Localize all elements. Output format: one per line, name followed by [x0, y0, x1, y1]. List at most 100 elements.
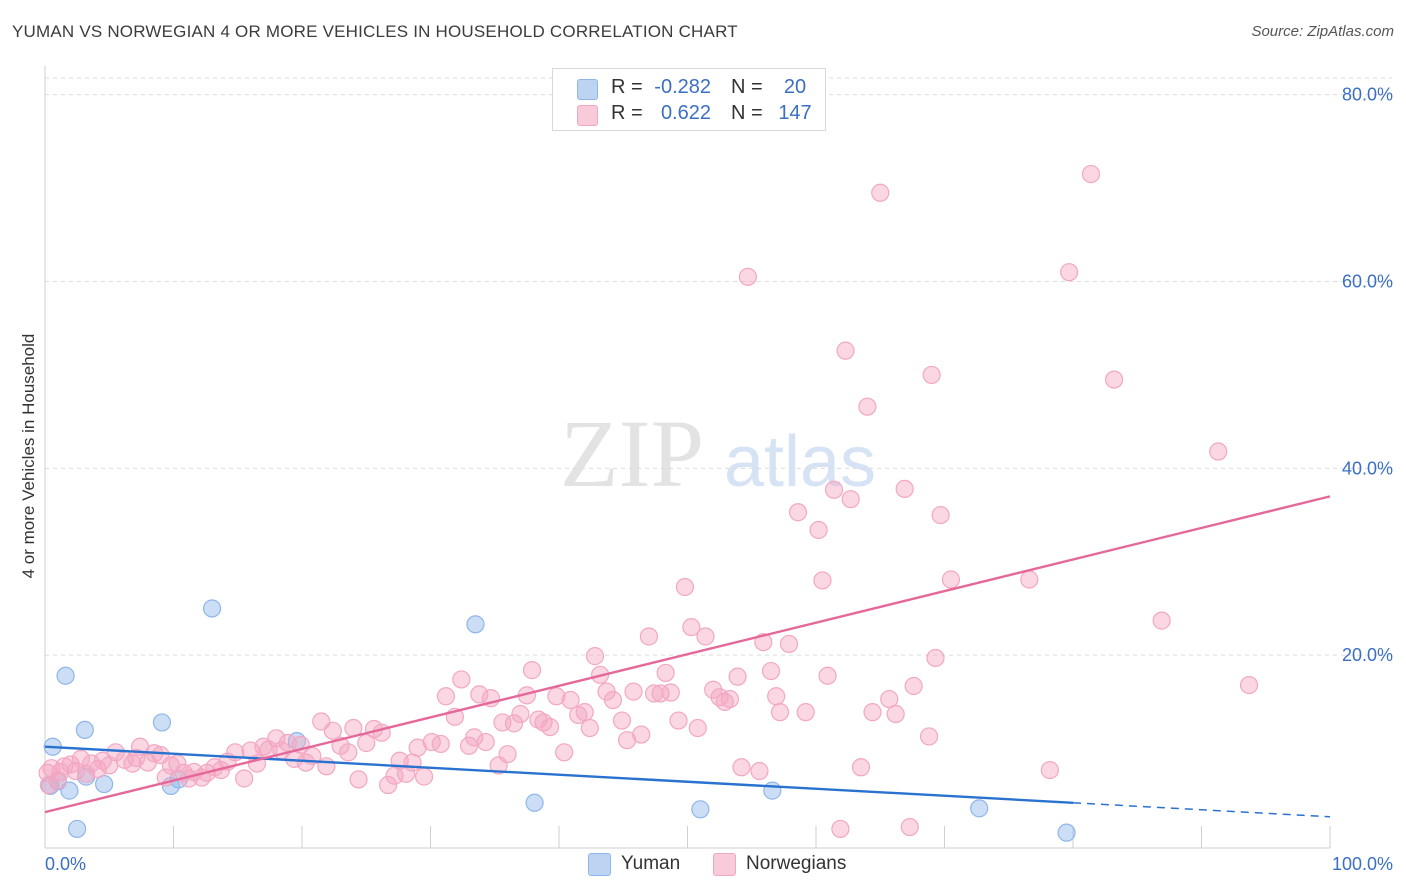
- norwegians-point[interactable]: [349, 770, 368, 789]
- norwegians-point[interactable]: [414, 767, 434, 786]
- norwegians-point[interactable]: [761, 661, 781, 681]
- yuman-point[interactable]: [1057, 823, 1076, 842]
- yuman-point[interactable]: [75, 720, 94, 740]
- norwegians-point[interactable]: [871, 183, 890, 202]
- legend-swatch-norwegians: [713, 853, 736, 876]
- norwegians-point[interactable]: [779, 634, 799, 654]
- norwegians-point[interactable]: [511, 704, 530, 724]
- norwegians-point[interactable]: [555, 743, 574, 762]
- norwegians-point[interactable]: [357, 733, 376, 753]
- norwegians-point[interactable]: [919, 727, 939, 746]
- norwegians-point[interactable]: [55, 757, 74, 776]
- norwegians-point[interactable]: [661, 683, 680, 702]
- norwegians-point[interactable]: [1060, 263, 1079, 282]
- norwegians-point[interactable]: [926, 648, 945, 668]
- norwegians-point[interactable]: [831, 819, 850, 839]
- norwegians-point[interactable]: [585, 647, 605, 666]
- norwegians-point[interactable]: [1239, 675, 1259, 695]
- norwegians-point[interactable]: [624, 682, 643, 701]
- yuman-point[interactable]: [60, 781, 79, 800]
- norwegians-point[interactable]: [836, 341, 855, 360]
- norwegians-point[interactable]: [1152, 611, 1171, 630]
- norwegians-point[interactable]: [669, 711, 688, 730]
- norwegians-point[interactable]: [750, 761, 769, 781]
- yuman-point[interactable]: [763, 781, 782, 800]
- norwegians-point[interactable]: [378, 775, 398, 795]
- norwegians-point[interactable]: [612, 711, 632, 730]
- norwegians-point[interactable]: [863, 703, 882, 722]
- norwegians-point[interactable]: [704, 680, 723, 699]
- norwegians-point[interactable]: [796, 703, 815, 722]
- norwegians-point[interactable]: [339, 743, 358, 762]
- norwegians-point[interactable]: [841, 490, 860, 509]
- norwegians-point[interactable]: [580, 718, 599, 738]
- norwegians-point[interactable]: [323, 721, 342, 740]
- norwegians-point[interactable]: [941, 570, 961, 589]
- norwegians-point[interactable]: [720, 689, 740, 709]
- norwegians-point[interactable]: [540, 717, 560, 737]
- norwegians-point[interactable]: [254, 737, 273, 756]
- norwegians-point[interactable]: [603, 690, 623, 710]
- yuman-point[interactable]: [56, 666, 75, 685]
- norwegians-point[interactable]: [639, 627, 659, 646]
- yuman-point[interactable]: [525, 793, 544, 812]
- norwegians-point[interactable]: [422, 732, 441, 752]
- norwegians-point[interactable]: [728, 667, 747, 686]
- norwegians-point[interactable]: [547, 687, 566, 706]
- norwegians-point[interactable]: [880, 689, 899, 709]
- norwegians-point[interactable]: [561, 690, 580, 710]
- norwegians-point[interactable]: [522, 661, 542, 680]
- norwegians-point[interactable]: [900, 817, 919, 837]
- yuman-point[interactable]: [466, 615, 485, 634]
- norwegians-point[interactable]: [858, 397, 877, 416]
- yuman-point[interactable]: [152, 713, 172, 732]
- norwegians-point[interactable]: [1020, 570, 1039, 589]
- norwegians-point[interactable]: [575, 703, 594, 722]
- norwegians-point[interactable]: [767, 687, 786, 706]
- norwegians-point[interactable]: [788, 503, 808, 522]
- norwegians-point[interactable]: [809, 520, 828, 540]
- norwegians-point[interactable]: [1105, 370, 1124, 389]
- norwegians-point[interactable]: [452, 670, 471, 689]
- norwegians-point[interactable]: [688, 718, 707, 738]
- yuman-point[interactable]: [691, 800, 710, 819]
- norwegians-point[interactable]: [476, 732, 495, 752]
- norwegians-point[interactable]: [632, 725, 651, 744]
- norwegians-point[interactable]: [715, 692, 734, 711]
- norwegians-point[interactable]: [824, 480, 844, 499]
- yuman-point[interactable]: [95, 774, 114, 794]
- norwegians-point[interactable]: [886, 704, 905, 724]
- norwegians-point[interactable]: [1081, 164, 1101, 184]
- norwegians-point[interactable]: [931, 505, 950, 525]
- yuman-point[interactable]: [68, 819, 87, 839]
- norwegians-point[interactable]: [770, 703, 790, 722]
- norwegians-point[interactable]: [504, 714, 524, 733]
- y-tick-label: 20.0%: [1342, 645, 1393, 665]
- norwegians-point[interactable]: [465, 728, 484, 747]
- norwegians-point[interactable]: [498, 745, 517, 764]
- norwegians-point[interactable]: [675, 577, 695, 597]
- norwegians-point[interactable]: [431, 734, 450, 754]
- norwegians-point[interactable]: [470, 685, 489, 704]
- norwegians-point[interactable]: [851, 758, 871, 777]
- norwegians-point[interactable]: [922, 365, 941, 385]
- norwegians-point[interactable]: [436, 687, 456, 706]
- norwegians-point[interactable]: [738, 267, 757, 286]
- norwegians-point[interactable]: [656, 663, 675, 683]
- norwegians-point[interactable]: [732, 758, 751, 777]
- norwegians-point[interactable]: [77, 764, 96, 783]
- norwegians-point[interactable]: [235, 769, 254, 788]
- norwegians-point[interactable]: [317, 757, 336, 776]
- yuman-point[interactable]: [202, 599, 222, 618]
- norwegians-point[interactable]: [682, 618, 701, 637]
- yuman-point[interactable]: [970, 799, 989, 818]
- norwegians-point[interactable]: [1040, 760, 1059, 780]
- axes: [44, 66, 1331, 849]
- norwegians-point[interactable]: [813, 571, 832, 590]
- norwegians-point[interactable]: [818, 666, 837, 685]
- norwegians-point[interactable]: [904, 676, 923, 696]
- norwegians-point[interactable]: [895, 479, 914, 498]
- norwegians-point[interactable]: [127, 748, 146, 768]
- norwegians-point[interactable]: [1209, 442, 1228, 461]
- norwegians-point[interactable]: [696, 627, 715, 646]
